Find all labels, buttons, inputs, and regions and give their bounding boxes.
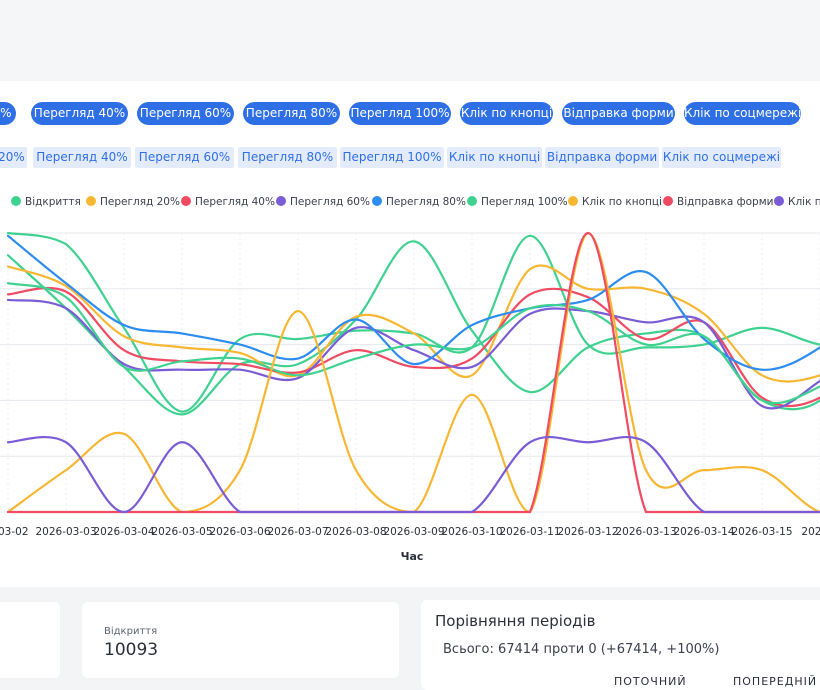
event-tag-20[interactable]: 20% [0,147,27,168]
event-tag-button-click[interactable]: Клік по кнопці [447,147,542,168]
legend-dot-icon [663,196,673,206]
x-tick-label: 2026-0 [801,526,820,538]
x-tick-label: 2026-03-03 [35,526,96,538]
event-pill-60[interactable]: Перегляд 60% [137,102,234,125]
legend-label: Перегляд 40% [195,196,275,208]
event-tag-form-submit[interactable]: Відправка форми [545,147,659,168]
legend-dot-icon [372,196,382,206]
x-tick-label: 2026-03-07 [267,526,328,538]
legend-dot-icon [181,196,191,206]
legend-dot-icon [86,196,96,206]
event-pill-social-click[interactable]: Клік по соцмережі [684,102,801,125]
opens-value: 10093 [104,640,158,660]
legend-label: Відправка форми [677,196,773,208]
event-pill-row: 0% Перегляд 40% Перегляд 60% Перегляд 80… [0,102,820,126]
x-tick-label: 2026-03-10 [441,526,502,538]
event-tag-40[interactable]: Перегляд 40% [33,147,131,168]
column-current: ПОТОЧНИЙ [614,675,687,688]
legend-label: Відкриття [25,196,81,208]
legend-item[interactable]: Клік по кнопці [568,194,662,210]
comparison-card: Порівняння періодів Всього: 67414 проти … [421,600,820,690]
legend-dot-icon [467,196,477,206]
legend-item[interactable]: Відправка форми [663,194,773,210]
event-tag-100[interactable]: Перегляд 100% [340,147,444,168]
legend-item[interactable]: Перегляд 60% [276,194,370,210]
legend-label: Перегляд 100% [481,196,568,208]
event-tag-80[interactable]: Перегляд 80% [238,147,337,168]
legend-dot-icon [276,196,286,206]
legend-label: Перегляд 20% [100,196,180,208]
line-chart: 6-03-022026-03-032026-03-042026-03-05202… [0,220,820,550]
legend-item[interactable]: Відкриття [11,194,81,210]
event-pill-form-submit[interactable]: Відправка форми [562,102,675,125]
legend-item[interactable]: Перегляд 20% [86,194,180,210]
legend-item[interactable]: Перегляд 100% [467,194,568,210]
top-bar [0,0,820,80]
legend-label: Перегляд 80% [386,196,466,208]
x-tick-label: 2026-03-12 [557,526,618,538]
legend-label: Клік по кнопці [582,196,662,208]
x-tick-label: 2026-03-08 [325,526,386,538]
x-tick-label: 2026-03-05 [151,526,212,538]
stat-card-left [0,602,60,678]
event-tag-social-click[interactable]: Клік по соцмережі [662,147,781,168]
legend-label: Перегляд 60% [290,196,370,208]
x-tick-label: 6-03-02 [0,526,28,538]
x-axis-title: Час [380,550,444,563]
x-tick-label: 2026-03-04 [93,526,154,538]
event-pill-20[interactable]: 0% [0,102,16,125]
event-tag-60[interactable]: Перегляд 60% [135,147,234,168]
chart-legend: яВідкриттяПерегляд 20%Перегляд 40%Перегл… [0,194,820,210]
x-tick-label: 2026-03-06 [209,526,270,538]
x-tick-label: 2026-03-11 [499,526,560,538]
event-tag-row: 20% Перегляд 40% Перегляд 60% Перегляд 8… [0,147,820,169]
legend-dot-icon [11,196,21,206]
legend-item[interactable]: Клік по [774,194,820,210]
column-previous: ПОПЕРЕДНІЙ [733,675,817,688]
x-tick-label: 2026-03-09 [383,526,444,538]
comparison-summary: Всього: 67414 проти 0 (+67414, +100%) [443,642,719,657]
stat-card-opens: Відкриття 10093 [82,602,399,678]
event-pill-100[interactable]: Перегляд 100% [349,102,451,125]
legend-dot-icon [774,196,784,206]
x-tick-label: 2026-03-14 [673,526,734,538]
comparison-title: Порівняння періодів [435,612,596,630]
event-pill-80[interactable]: Перегляд 80% [243,102,340,125]
legend-item[interactable]: Перегляд 40% [181,194,275,210]
event-pill-40[interactable]: Перегляд 40% [31,102,128,125]
x-tick-label: 2026-03-15 [731,526,792,538]
legend-dot-icon [568,196,578,206]
event-pill-button-click[interactable]: Клік по кнопці [460,102,553,125]
x-tick-label: 2026-03-13 [615,526,676,538]
legend-label: Клік по [788,196,820,208]
opens-label: Відкриття [104,626,157,637]
legend-item[interactable]: Перегляд 80% [372,194,466,210]
